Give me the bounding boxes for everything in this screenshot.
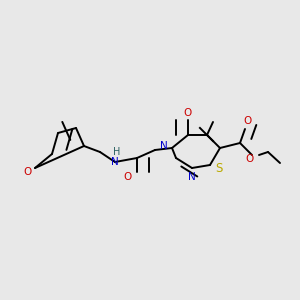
Text: O: O	[124, 172, 132, 182]
Text: S: S	[215, 163, 223, 176]
Text: H: H	[113, 147, 121, 157]
Text: O: O	[245, 154, 253, 164]
Text: O: O	[243, 116, 251, 126]
Text: N: N	[188, 172, 196, 182]
Text: O: O	[184, 108, 192, 118]
Text: O: O	[23, 167, 31, 177]
Text: N: N	[160, 141, 168, 151]
Text: N: N	[111, 157, 119, 167]
